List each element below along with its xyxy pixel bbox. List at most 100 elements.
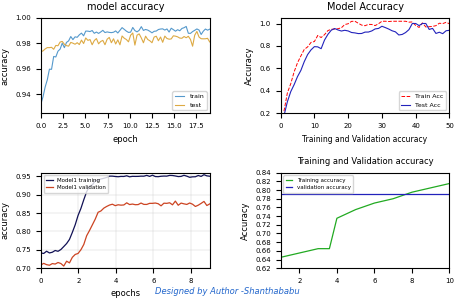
Test Acc xyxy=(379,24,385,28)
Model1 training xyxy=(69,231,75,234)
Train Acc xyxy=(339,26,344,30)
Train Acc xyxy=(430,25,435,28)
Train Acc xyxy=(352,19,358,23)
validation accuracy xyxy=(372,193,377,196)
Legend: train, test: train, test xyxy=(173,91,207,110)
Model1 training xyxy=(84,190,89,193)
Title: Model Accuracy: Model Accuracy xyxy=(326,1,404,12)
Train Acc xyxy=(342,23,347,26)
Train Acc xyxy=(433,24,439,27)
Line: train: train xyxy=(41,27,210,104)
Train Acc xyxy=(390,19,395,23)
test xyxy=(153,35,159,38)
Test Acc xyxy=(437,30,442,34)
train xyxy=(190,30,195,33)
Training accuracy xyxy=(306,249,311,253)
Title: model accuracy: model accuracy xyxy=(87,1,164,12)
Model1 validation xyxy=(89,223,95,226)
Train Acc xyxy=(447,22,452,26)
Train Acc xyxy=(332,27,337,31)
Test Acc xyxy=(390,29,395,32)
Test Acc xyxy=(396,33,401,37)
Model1 validation xyxy=(95,210,101,214)
Test Acc xyxy=(406,28,412,31)
Test Acc xyxy=(332,27,337,30)
test xyxy=(38,50,44,54)
Train Acc xyxy=(406,20,412,24)
Train Acc xyxy=(325,29,331,32)
Train Acc xyxy=(305,45,311,49)
Train Acc xyxy=(288,82,293,86)
train xyxy=(141,29,146,32)
Model1 training xyxy=(207,174,212,178)
Train Acc xyxy=(281,109,287,113)
Test Acc xyxy=(339,29,344,33)
Test Acc xyxy=(288,90,293,93)
Test Acc xyxy=(410,22,415,25)
Training accuracy xyxy=(447,182,452,185)
Test Acc xyxy=(423,22,429,25)
Model1 training xyxy=(95,179,101,182)
Test Acc xyxy=(285,100,290,104)
validation accuracy xyxy=(409,193,415,196)
Text: Designed by Author -Shanthababu: Designed by Author -Shanthababu xyxy=(155,287,299,296)
Training accuracy xyxy=(296,251,302,255)
test xyxy=(188,38,193,41)
Model1 training xyxy=(201,173,207,176)
Train Acc xyxy=(345,22,351,26)
Title: Training and Validation accuracy: Training and Validation accuracy xyxy=(297,157,434,166)
Model1 training xyxy=(147,175,153,178)
Train Acc xyxy=(295,61,300,65)
Train Acc xyxy=(359,23,365,27)
Train Acc xyxy=(365,23,371,26)
validation accuracy xyxy=(316,193,321,196)
Test Acc xyxy=(318,47,324,50)
Train Acc xyxy=(298,54,304,58)
test xyxy=(141,41,146,45)
Test Acc xyxy=(430,27,435,30)
Test Acc xyxy=(372,27,378,31)
Y-axis label: Accuracy: Accuracy xyxy=(241,201,250,240)
train xyxy=(153,29,159,33)
validation accuracy xyxy=(327,193,332,196)
Train Acc xyxy=(437,21,442,25)
validation accuracy xyxy=(447,193,452,196)
Train Acc xyxy=(413,24,419,27)
Training accuracy xyxy=(428,186,434,190)
Test Acc xyxy=(386,27,391,31)
Train Acc xyxy=(318,36,324,39)
Test Acc xyxy=(359,32,365,35)
Legend: Train Acc, Test Acc: Train Acc, Test Acc xyxy=(399,91,446,110)
Train Acc xyxy=(362,24,368,27)
Train Acc xyxy=(379,19,385,23)
Test Acc xyxy=(419,22,425,25)
Test Acc xyxy=(329,28,334,32)
Train Acc xyxy=(386,20,391,23)
Training accuracy xyxy=(287,253,293,257)
Test Acc xyxy=(440,32,445,35)
Training accuracy xyxy=(278,256,283,259)
Train Acc xyxy=(383,19,388,23)
test xyxy=(138,36,144,40)
Test Acc xyxy=(413,22,419,25)
Test Acc xyxy=(383,26,388,29)
train xyxy=(183,25,189,28)
Train Acc xyxy=(291,70,297,74)
Line: Model1 validation: Model1 validation xyxy=(41,201,210,266)
Train Acc xyxy=(426,25,432,29)
X-axis label: epochs: epochs xyxy=(110,289,140,298)
Line: test: test xyxy=(41,32,210,52)
train xyxy=(147,30,153,33)
Test Acc xyxy=(376,27,381,30)
Line: Test Acc: Test Acc xyxy=(284,24,449,116)
Line: Training accuracy: Training accuracy xyxy=(281,184,449,257)
Model1 validation xyxy=(38,263,44,267)
Train Acc xyxy=(416,26,422,29)
train xyxy=(38,102,44,106)
Model1 validation xyxy=(98,209,104,213)
Train Acc xyxy=(376,22,381,26)
Train Acc xyxy=(400,19,405,23)
Line: Model1 training: Model1 training xyxy=(41,175,210,253)
validation accuracy xyxy=(278,193,283,196)
Training accuracy xyxy=(390,197,396,201)
